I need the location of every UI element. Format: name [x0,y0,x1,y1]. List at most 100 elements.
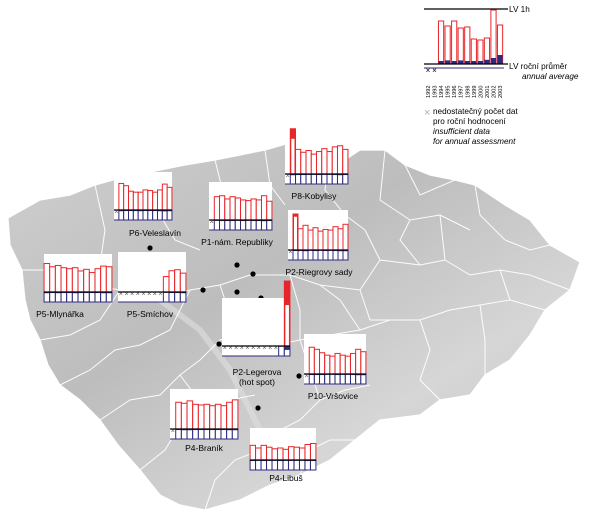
legend-hourly-bar-3 [444,25,451,65]
station-4-annual-fill-11 [106,292,112,294]
station-9-hourly-bar-2 [260,444,267,461]
station-1-annual-bar-11 [266,219,273,231]
station-2-annual-bar-1 [289,173,296,185]
station-1-hourly-bar-3 [224,198,231,221]
station-2-hourly-bar-10 [337,145,344,175]
station-5-annual-bar-9 [168,291,176,303]
station-7-annual-bar-11 [360,373,367,385]
station-6-missing-mark-2: × [234,343,238,352]
legend-annual-bar-9 [484,59,490,64]
station-3-hourly-bar-7 [322,228,329,251]
station-chart-9: P4-Libuš [249,428,317,483]
station-4-hourly-bar-7 [83,268,90,293]
station-2-annual-bar-11 [342,173,349,185]
station-chart-6: × × × × × × × × × ×P2-Legerova(hot spot) [222,280,291,387]
station-0-annual-bar-4 [132,209,139,221]
station-2-annual-bar-9 [331,173,338,185]
legend-hourly-bar-10 [490,9,497,65]
station-label-8: P4-Braník [185,443,224,453]
station-2-annual-bar-3 [300,173,307,185]
station-3-missing-mark-0: × [288,247,292,256]
station-8-hourly-bar-11 [231,399,239,430]
legend-missing-symbol: × [424,107,430,119]
station-4-annual-bar-3 [60,291,68,303]
station-3-hourly-bar-10 [337,228,344,251]
station-6-missing-mark-7: × [262,343,266,352]
legend-year-label-5: 1997 [459,86,465,98]
legend-hourly-bar-2 [437,20,445,65]
legend-year-label-7: 1999 [472,86,478,98]
station-9-annual-bar-2 [260,459,267,471]
station-0-hourly-bar-11 [166,186,173,211]
station-6-missing-mark-0: × [223,343,227,352]
station-8-annual-bar-1 [175,428,182,440]
station-4-annual-bar-2 [54,291,62,303]
station-label-6: P2-Legerova [233,367,282,377]
station-8-missing-mark-0: × [171,426,175,435]
station-label-5: P5-Smíchov [127,309,174,319]
station-8-annual-bar-6 [203,428,211,440]
station-0-annual-bar-6 [142,209,149,221]
station-8-annual-bar-2 [180,428,188,440]
station-4-hourly-bar-11 [105,266,113,293]
station-1-hourly-bar-6 [240,199,247,221]
station-0-annual-bar-3 [128,209,134,221]
station-1-hourly-bar-8 [250,198,257,221]
station-8-annual-bar-8 [214,428,222,440]
legend-annual-bar-5 [458,60,464,64]
station-4-annual-bar-10 [100,291,107,303]
station-5-missing-mark-7: × [158,289,162,298]
station-5-annual-bar-11 [179,291,187,303]
station-1-annual-bar-7 [245,219,252,231]
station-9-annual-bar-0 [249,459,256,471]
station-chart-2: × P8-Kobylisy [285,128,349,201]
station-9-hourly-bar-0 [249,444,256,461]
station-0-hourly-bar-10 [161,183,168,211]
station-4-annual-fill-2 [55,292,61,294]
station-7-annual-bar-5 [329,373,336,385]
station-marker-legerova [216,341,222,347]
station-4-annual-bar-7 [83,291,90,303]
station-9-annual-bar-8 [293,459,300,471]
station-label-9: P4-Libuš [269,473,303,483]
station-4-annual-fill-10 [100,292,107,294]
station-1-annual-bar-8 [250,219,257,231]
station-1-hourly-bar-9 [255,199,262,221]
station-2-hourly-bar-3 [300,151,307,175]
station-3-annual-fill-10 [338,250,343,252]
station-1-annual-bar-6 [240,219,247,231]
station-marker-libus [255,405,261,411]
station-1-missing-mark-0: × [209,217,213,226]
station-3-hourly-bar-5 [312,227,319,251]
station-0-annual-fill-1 [118,210,124,212]
station-0-annual-fill-11 [167,210,172,212]
station-8-hourly-bar-10 [226,401,233,430]
station-7-hourly-bar-11 [360,351,367,375]
station-marker-veleslavin [147,245,153,251]
station-5-missing-mark-5: × [147,289,151,298]
station-0-hourly-bar-1 [118,182,125,211]
legend-missing-mark-0: × [426,66,431,75]
station-4-hourly-bar-9 [94,268,102,293]
legend-year-label-4: 1996 [452,86,458,98]
station-7-hourly-bar-9 [350,352,357,375]
station-3-annual-bar-4 [307,249,314,261]
station-chart-0: × P6-Veleslavín [114,172,181,238]
station-8-annual-bar-9 [220,428,228,440]
station-2-hourly-bar-2 [295,148,302,175]
station-3-annual-bar-7 [322,249,329,261]
legend-year-label-2: 1994 [439,86,445,98]
station-2-annual-bar-4 [305,173,312,185]
station-1-hourly-bar-1 [213,196,220,221]
station-1-annual-bar-4 [229,219,236,231]
station-0-hourly-bar-4 [132,191,139,211]
station-1-hourly-bar-4 [229,196,236,221]
station-4-annual-bar-0 [43,291,51,303]
station-7-annual-bar-7 [339,373,346,385]
station-label-3: P2-Riegrovy sady [285,267,353,277]
station-9-hourly-bar-7 [288,446,295,461]
station-0-annual-bar-11 [166,209,173,221]
station-0-hourly-bar-9 [157,189,163,211]
station-0-annual-fill-9 [157,210,163,212]
station-9-hourly-bar-4 [271,448,278,461]
